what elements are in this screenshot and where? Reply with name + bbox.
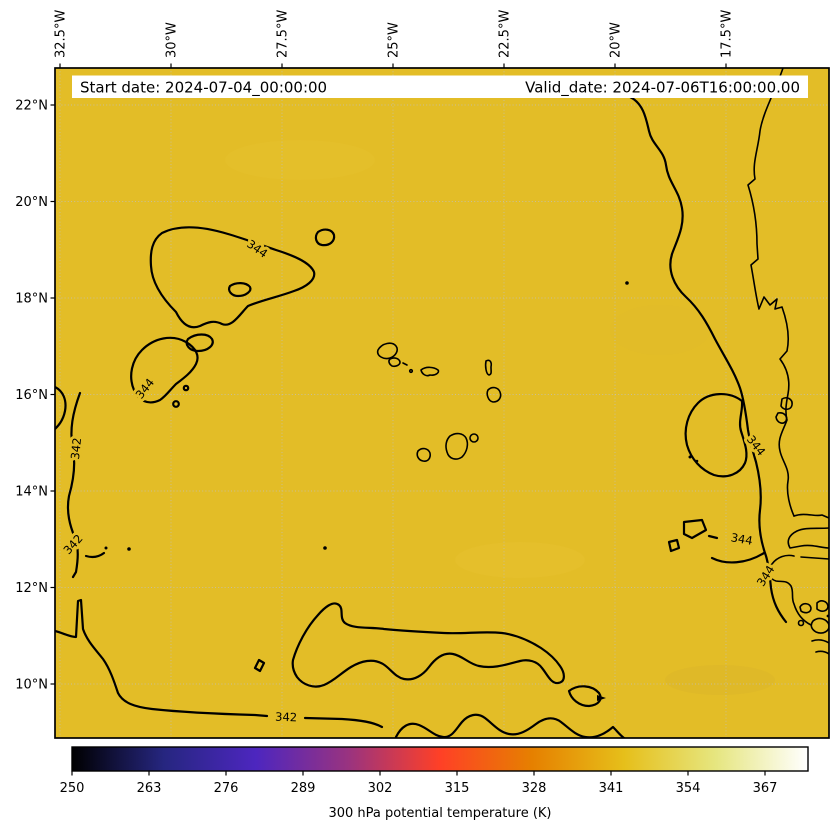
map-background — [55, 68, 829, 738]
left-tick-label: 10°N — [15, 678, 48, 693]
colorbar-title: 300 hPa potential temperature (K) — [328, 806, 551, 821]
map-frame — [54, 67, 830, 739]
title-bar: Start date: 2024-07-04_00:00:00 Valid_da… — [72, 75, 808, 98]
colorbar-tick-label: 354 — [676, 781, 701, 796]
left-tick-label: 12°N — [15, 581, 48, 596]
colorbar-tick-labels: 250 263 276 289 302 315 328 341 354 367 — [60, 781, 778, 796]
colorbar-tick-label: 341 — [599, 781, 624, 796]
colorbar-tick-label: 276 — [214, 781, 239, 796]
top-tick-label: 32.5°W — [54, 10, 69, 58]
contour-lines — [55, 95, 788, 738]
left-tick-label: 22°N — [15, 99, 48, 114]
left-axis-labels: 22°N 20°N 18°N 16°N 14°N 12°N 10°N — [15, 99, 48, 693]
colorbar-tick-label: 302 — [368, 781, 393, 796]
left-tick-label: 16°N — [15, 388, 48, 403]
top-tick-label: 20°W — [609, 22, 624, 58]
colorbar-tick-label: 250 — [60, 781, 85, 796]
start-date-label: Start date: 2024-07-04_00:00:00 — [80, 79, 327, 98]
top-tick-label: 17.5°W — [720, 10, 735, 58]
top-tick-label: 25°W — [387, 22, 402, 58]
colorbar-tickmarks — [71, 771, 766, 776]
colorbar-gradient — [71, 746, 809, 772]
coastline-africa — [747, 68, 829, 655]
axis-tickmarks — [50, 63, 727, 685]
contour-label-342-south: 342 — [275, 710, 297, 725]
colorbar-tick-label: 315 — [445, 781, 470, 796]
colorbar: 250 263 276 289 302 315 328 341 354 367 … — [60, 746, 809, 821]
colorbar-tick-label: 328 — [522, 781, 547, 796]
top-tick-label: 30°W — [165, 22, 180, 58]
colorbar-tick-label: 289 — [291, 781, 316, 796]
title-bar-background — [72, 75, 808, 98]
left-tick-label: 18°N — [15, 292, 48, 307]
coastline-cape-verde-islands — [376, 342, 502, 462]
left-tick-label: 14°N — [15, 485, 48, 500]
colorbar-tick-label: 367 — [753, 781, 778, 796]
gridlines — [55, 68, 829, 738]
colorbar-tick-label: 263 — [137, 781, 162, 796]
valid-date-label: Valid_date: 2024-07-06T16:00:00.00 — [525, 79, 800, 98]
field-shading — [225, 140, 775, 695]
top-axis-labels: 32.5°W 30°W 27.5°W 25°W 22.5°W 20°W 17.5… — [54, 10, 735, 58]
map-plot: 344 344 342 342 344 344 344 342 Start da… — [15, 10, 830, 739]
top-tick-label: 22.5°W — [498, 10, 513, 58]
top-tick-label: 27.5°W — [276, 10, 291, 58]
left-tick-label: 20°N — [15, 195, 48, 210]
contour-label-342-west-upper: 342 — [68, 437, 84, 460]
